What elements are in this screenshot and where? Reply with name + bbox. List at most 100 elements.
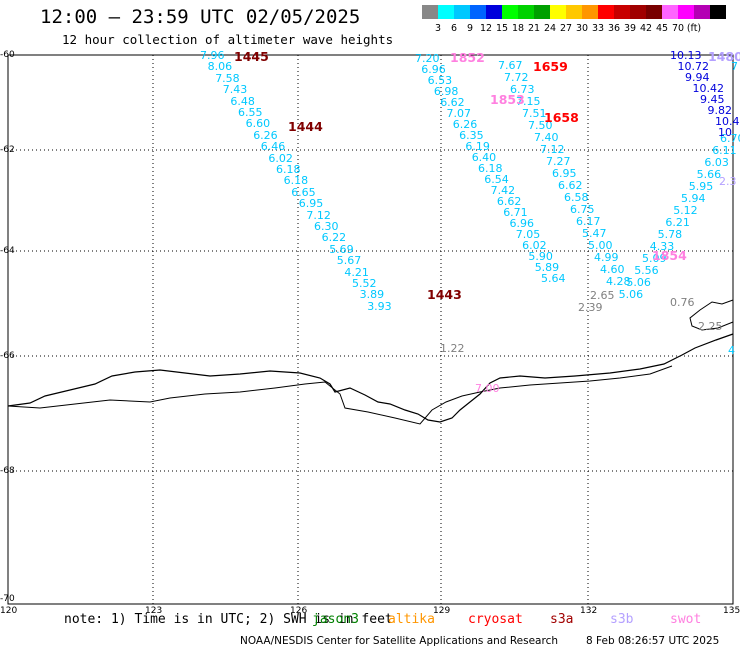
map-title: 12:00 – 23:59 UTC 02/05/2025 [40, 6, 361, 28]
wave-height-value: 6.70 [720, 132, 740, 145]
wave-height-value: 6.75 [570, 203, 595, 216]
wave-height-value: 7.96 [200, 49, 225, 62]
legend-swatch [646, 5, 662, 19]
pass-time-label: 1852 [450, 50, 485, 65]
wave-height-value: 6.19 [465, 140, 490, 153]
wave-height-value: 6.60 [245, 117, 271, 131]
legend-swatch [438, 5, 454, 19]
legend-swatch [470, 5, 486, 19]
satellite-s3a: s3a [550, 612, 574, 627]
wave-height-value: 10 [718, 126, 732, 139]
wave-height-value: 5.78 [657, 228, 683, 241]
wave-height-value: 6.62 [440, 96, 465, 109]
legend-label: 42 [639, 23, 653, 34]
wave-height-value: 6.58 [564, 191, 589, 204]
legend-label: 6 [450, 23, 458, 34]
wave-height-value: 10.42 [692, 82, 725, 95]
latitude-label: -62 [0, 145, 15, 155]
pass-time-label: 1443 [427, 287, 462, 302]
longitude-label: 120 [0, 606, 18, 616]
legend-swatch [550, 5, 566, 19]
pass-time-label: 1658 [544, 110, 579, 125]
wave-height-value: 5.56 [634, 264, 659, 277]
legend-swatch [710, 5, 726, 19]
wave-height-value: 4.28 [606, 275, 631, 288]
wave-height-value: 0.76 [670, 296, 695, 309]
wave-height-value: 2.25 [698, 320, 723, 333]
wave-height-value: 7.12 [306, 208, 331, 222]
legend-swatch [694, 5, 710, 19]
satellite-cryosat: cryosat [468, 612, 523, 627]
map-subtitle: 12 hour collection of altimeter wave hei… [62, 32, 394, 47]
latitude-label: -66 [0, 351, 15, 361]
wave-height-value: 6.18 [478, 162, 503, 175]
wave-height-value: 6.62 [496, 195, 522, 208]
wave-height-value: 3.89 [359, 288, 385, 302]
wave-height-value: 6.35 [459, 129, 484, 142]
wave-height-value: 7.58 [215, 71, 240, 85]
wave-height-value: 5.00 [588, 239, 613, 252]
wave-height-value: 9.94 [685, 71, 710, 84]
legend-label: 18 [511, 23, 525, 34]
latitude-label: -64 [0, 246, 15, 256]
legend-label: 12 [479, 23, 493, 34]
antarctic-coastline [7, 333, 734, 423]
wave-height-value: 6.48 [230, 94, 255, 108]
wave-height-value: 5.09 [642, 252, 667, 265]
wave-height-value: 4.60 [600, 263, 625, 276]
legend-swatch [502, 5, 518, 19]
footer-note: note: 1) Time is in UTC; 2) SWH is in fe… [64, 612, 393, 627]
latitude-label: -70 [0, 594, 15, 604]
wave-height-value: 6.18 [283, 174, 309, 188]
wave-height-value: 6.11 [712, 144, 737, 157]
wave-height-value: 2.3 [719, 175, 737, 188]
legend-label: 27 [559, 23, 573, 34]
wave-height-value: 6.02 [522, 239, 547, 252]
wave-height-value: 10.13 [670, 49, 702, 62]
wave-height-value: 6.96 [509, 217, 535, 230]
pass-time-label: 1659 [533, 59, 568, 74]
pass-time-label: 1445 [234, 49, 269, 64]
wave-height-value: 7.20 [415, 52, 440, 65]
wave-height-value: 5.94 [681, 192, 706, 205]
wave-height-value: 1.22 [440, 342, 465, 355]
wave-height-value: 6.18 [276, 163, 301, 176]
pass-time-label: 1854 [652, 248, 687, 263]
legend-swatch [566, 5, 582, 19]
wave-height-value: 6.22 [321, 231, 347, 245]
wave-height-value: 6.71 [503, 206, 528, 219]
legend-label: (ft) [686, 23, 702, 34]
wave-height-value: 5.47 [582, 227, 607, 240]
wave-height-value: 4.33 [649, 240, 675, 253]
wave-height-value: 7.72 [504, 71, 529, 84]
wave-height-value: 3.93 [367, 299, 392, 313]
wave-height-value: 2.65 [590, 289, 615, 302]
legend-swatch [598, 5, 614, 19]
wave-height-value: 8.06 [207, 60, 233, 74]
wave-height-value: 5.66 [696, 168, 722, 181]
legend-label: 45 [655, 23, 669, 34]
satellite-swot: swot [670, 612, 702, 627]
wave-height-value: 6.30 [314, 220, 339, 233]
legend-label: 15 [495, 23, 509, 34]
wave-height-value: 6.46 [260, 140, 286, 154]
wave-height-value: 5.89 [534, 261, 560, 274]
wave-height-value: 5.06 [618, 288, 644, 301]
wave-height-value: 5.90 [528, 250, 553, 263]
generation-timestamp: 8 Feb 08:26:57 UTC 2025 [586, 635, 720, 647]
wave-height-value: 6.40 [471, 151, 497, 164]
wave-height-value: 5.95 [688, 180, 714, 193]
wave-height-value: 7.51 [522, 107, 547, 120]
legend-label: 33 [591, 23, 605, 34]
wave-height-value: 7.12 [540, 143, 565, 156]
wave-height-value: 6.26 [253, 128, 278, 142]
wave-height-value: 5.06 [626, 276, 651, 289]
wave-height-value: 10.4 [715, 115, 740, 128]
legend-label: 21 [527, 23, 541, 34]
wave-height-value: 4 [728, 344, 735, 357]
wave-height-value: 6.98 [433, 85, 459, 98]
coastline-inner [7, 365, 673, 425]
longitude-label: 129 [433, 606, 451, 616]
satellite-altika: altika [388, 612, 435, 627]
wave-height-value: 6.55 [238, 106, 263, 119]
